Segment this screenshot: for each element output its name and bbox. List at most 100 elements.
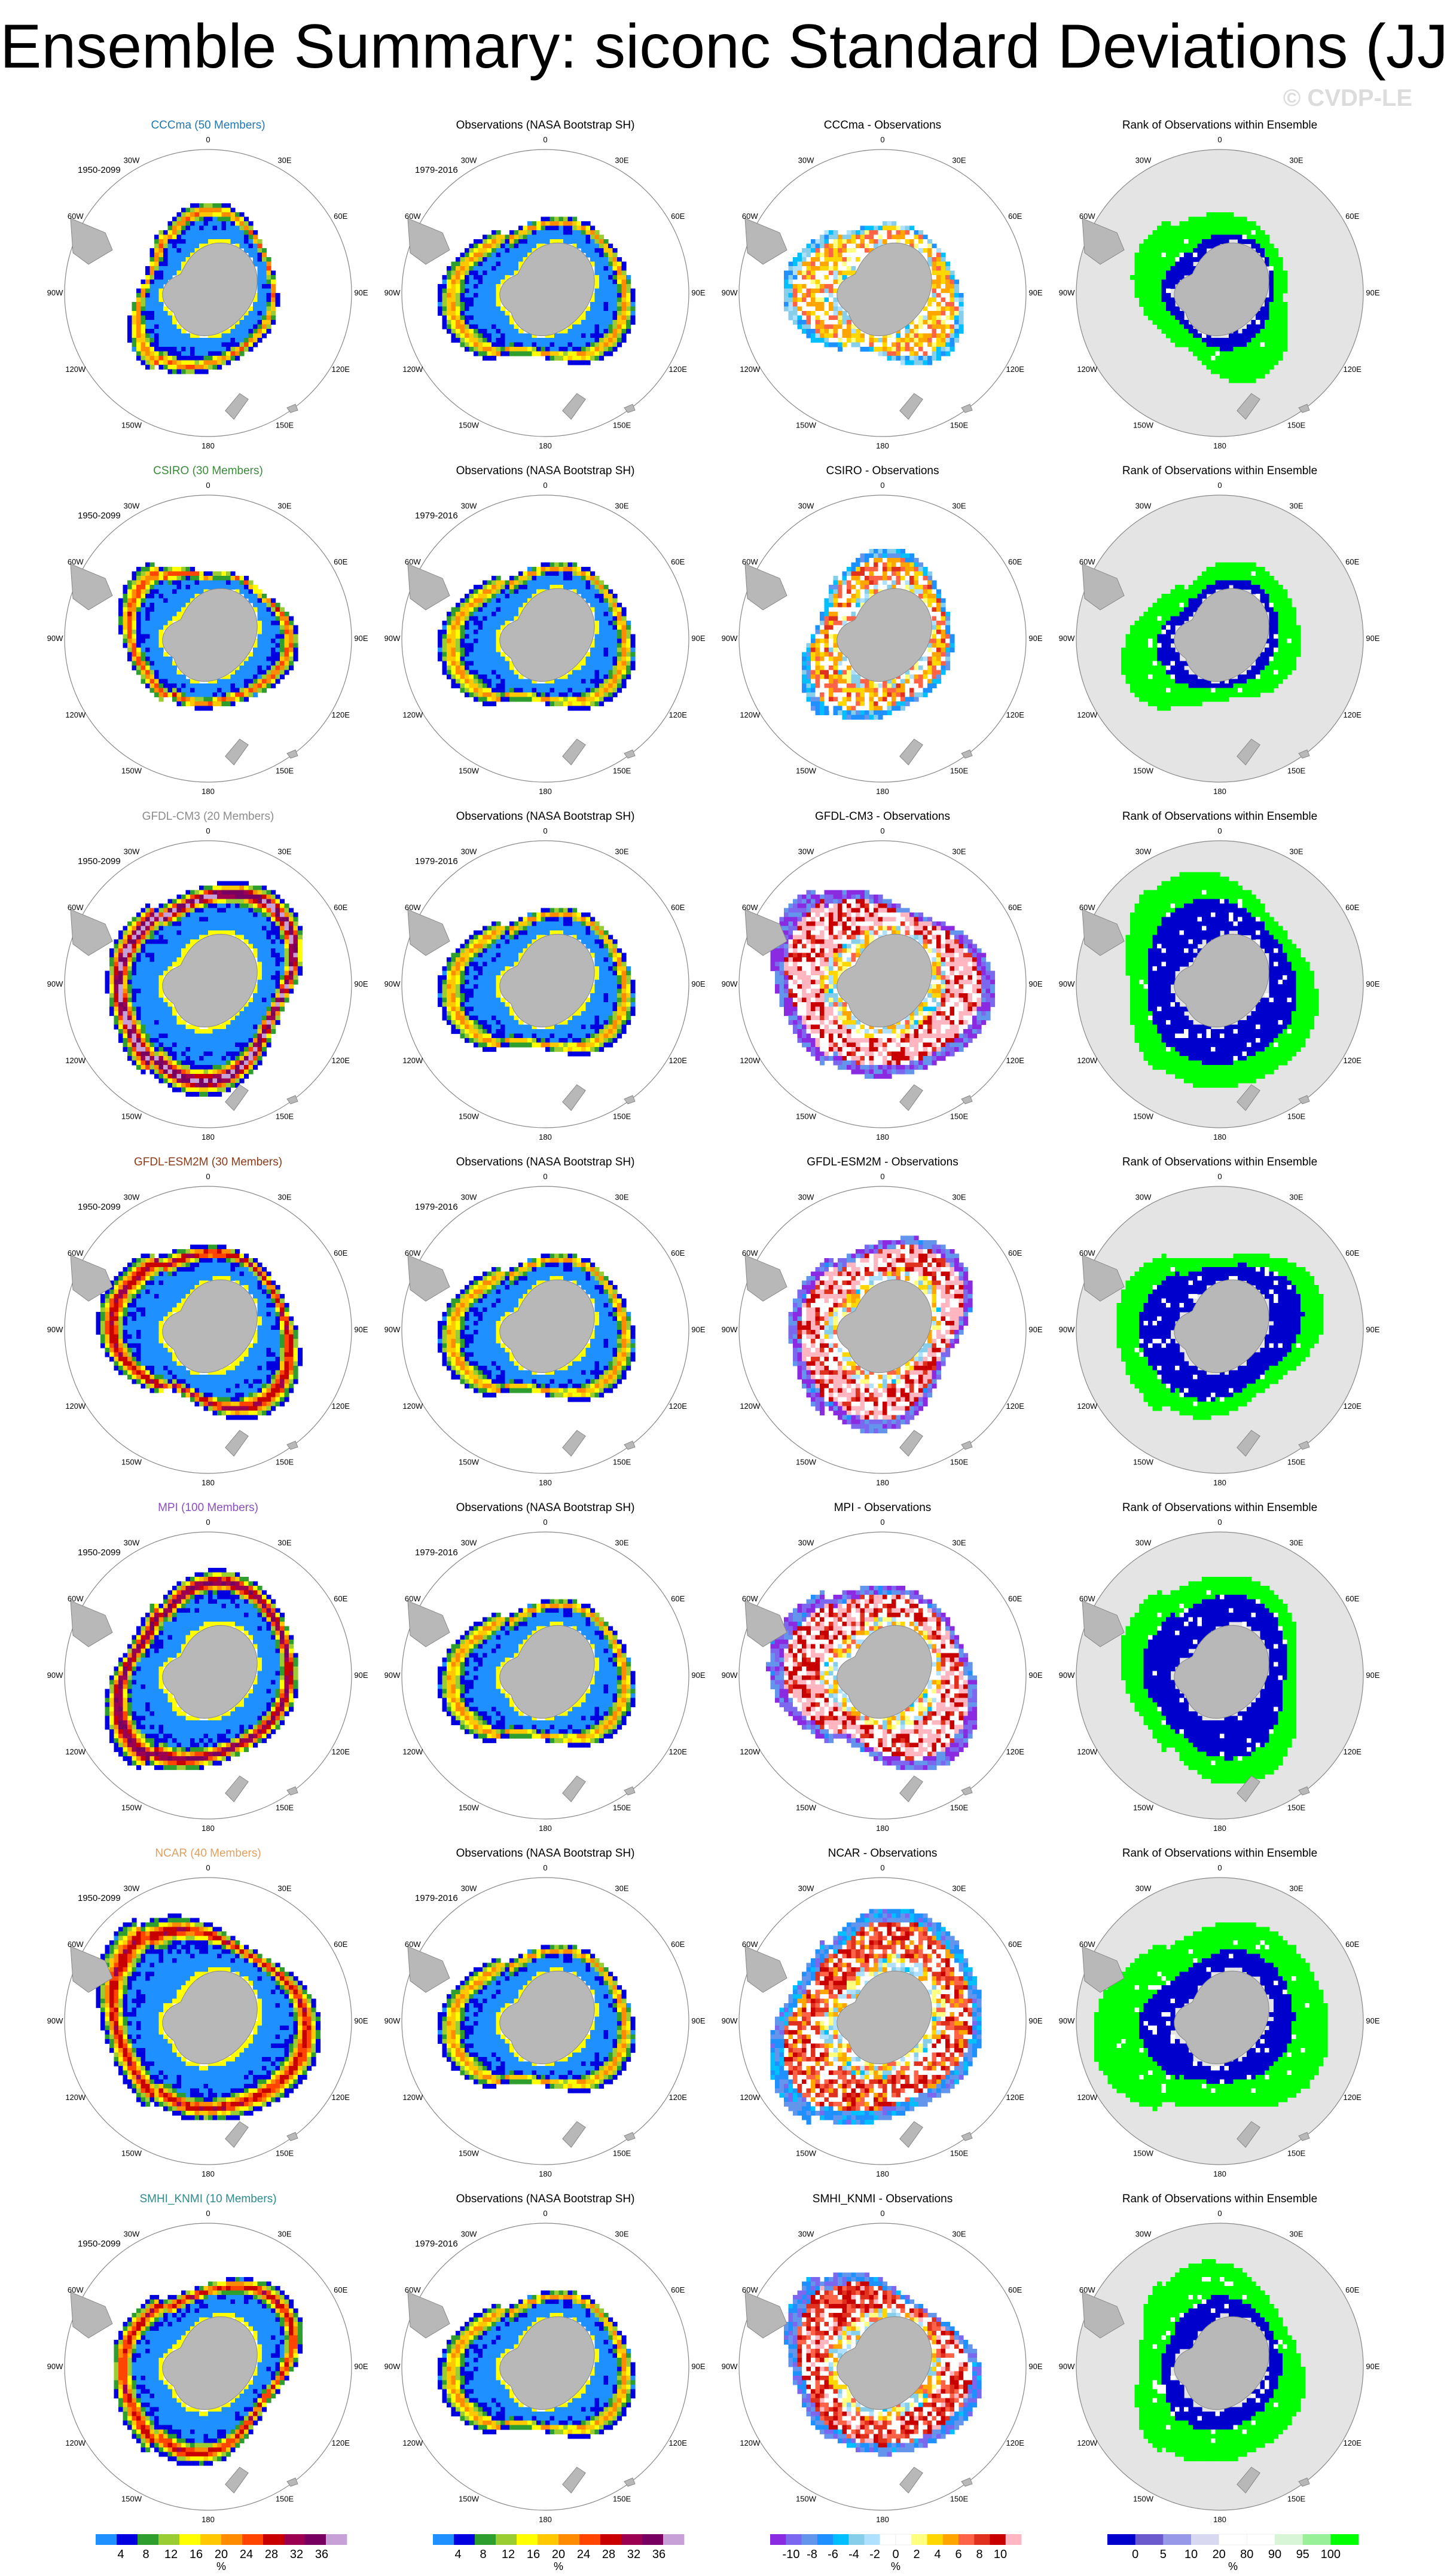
longitude-label: 60E [1008,212,1022,221]
longitude-label: 120W [402,365,423,374]
longitude-label: 150W [459,1112,480,1121]
longitude-label: 90W [1059,2016,1075,2025]
longitude-label: 60E [671,903,685,912]
colorbar-swatch [1006,2534,1022,2545]
longitude-label: 0 [880,1863,884,1872]
longitude-label: 90W [47,288,63,297]
colorbar-swatch [158,2534,179,2545]
longitude-label: 180 [202,2169,215,2178]
longitude-label: 0 [880,826,884,835]
longitude-label: 60E [334,1249,347,1258]
longitude-label: 60W [742,557,758,566]
obs-period-label: 1979-2016 [415,165,458,176]
longitude-label: 60E [671,2285,685,2294]
colorbar-tick-label: 28 [602,2548,615,2561]
longitude-label: 180 [539,2169,552,2178]
longitude-label: 150E [950,1803,969,1812]
longitude-label: 30W [1135,2229,1152,2238]
longitude-label: 60W [68,2285,84,2294]
longitude-label: 150W [1133,1112,1154,1121]
colorbar-swatch [517,2534,538,2545]
longitude-label: 150E [613,1458,631,1467]
model-title: CCCma (50 Members) [47,118,370,133]
longitude-label: 0 [543,826,547,835]
longitude-label: 90W [47,1671,63,1680]
longitude-label: 60E [1345,1940,1359,1949]
longitude-label: 120W [402,710,423,719]
longitude-label: 0 [543,1518,547,1527]
longitude-label: 90E [1366,2362,1379,2371]
longitude-label: 0 [543,135,547,144]
colorbar-swatch [1330,2534,1359,2545]
longitude-label: 30W [124,1538,140,1547]
longitude-label: 120W [65,1747,86,1756]
longitude-label: 120E [332,2093,350,2102]
colorbar-tick-label: -6 [828,2548,838,2561]
longitude-label: 150W [796,421,817,430]
difference-title: SMHI_KNMI - Observations [721,2192,1044,2206]
longitude-label: 120W [1077,1056,1098,1065]
longitude-label: 150E [613,767,631,776]
colorbar-swatch [974,2534,990,2545]
longitude-label: 30E [277,2229,291,2238]
longitude-label: 60W [405,212,421,221]
colorbar-tick-label: 10 [994,2548,1007,2561]
longitude-label: 150E [950,767,969,776]
colorbar-swatch [221,2534,242,2545]
longitude-label: 150W [459,421,480,430]
model-period-label: 1950-2099 [78,2239,121,2250]
longitude-label: 60E [1008,2285,1022,2294]
longitude-label: 180 [1213,1824,1226,1833]
model-title: NCAR (40 Members) [47,1846,370,1861]
longitude-label: 180 [539,787,552,796]
colorbar-swatch [200,2534,221,2545]
longitude-label: 180 [202,2515,215,2524]
longitude-label: 120E [1344,1747,1362,1756]
longitude-label: 30W [124,2229,140,2238]
longitude-label: 30E [952,2229,966,2238]
longitude-label: 0 [206,135,210,144]
rank-title: Rank of Observations within Ensemble [1058,1501,1381,1515]
longitude-label: 90E [1366,2016,1379,2025]
longitude-label: 90E [354,2362,368,2371]
longitude-label: 60W [405,1249,421,1258]
longitude-label: 120W [1077,710,1098,719]
longitude-label: 150E [1287,767,1306,776]
longitude-label: 30W [461,2229,477,2238]
longitude-label: 120W [65,1056,86,1065]
model-title: GFDL-CM3 (20 Members) [47,810,370,824]
longitude-label: 30W [1135,155,1152,164]
longitude-label: 150W [796,2495,817,2504]
longitude-label: 120E [1344,1056,1362,1065]
longitude-label: 150W [796,2149,817,2158]
longitude-label: 0 [206,1863,210,1872]
longitude-label: 90E [1366,634,1379,643]
longitude-label: 30W [798,501,814,510]
longitude-label: 60W [405,903,421,912]
longitude-label: 120E [1006,710,1025,719]
longitude-label: 150W [796,1112,817,1121]
longitude-label: 150W [1133,2149,1154,2158]
longitude-label: 90E [1028,979,1042,988]
colorbar-swatch [848,2534,865,2545]
colorbar-swatch [96,2534,117,2545]
longitude-label: 60W [742,2285,758,2294]
longitude-label: 120E [669,1747,688,1756]
longitude-label: 30E [1289,1192,1303,1201]
longitude-label: 120E [1006,2093,1025,2102]
longitude-label: 120E [669,1402,688,1411]
longitude-label: 120E [669,365,688,374]
colorbar-tick-label: -10 [783,2548,800,2561]
longitude-label: 90W [384,288,401,297]
longitude-label: 0 [880,2209,884,2218]
longitude-label: 30W [1135,501,1152,510]
colorbar-tick-label: 32 [627,2548,640,2561]
colorbar-swatch [663,2534,684,2545]
